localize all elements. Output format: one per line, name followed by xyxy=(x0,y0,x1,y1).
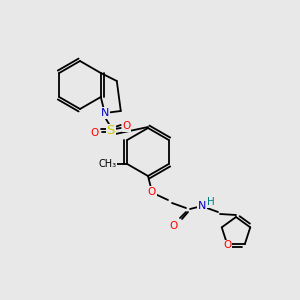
Text: CH₃: CH₃ xyxy=(98,159,116,169)
Text: O: O xyxy=(123,121,131,131)
Text: N: N xyxy=(100,108,109,118)
Text: S: S xyxy=(106,124,115,137)
Text: O: O xyxy=(170,221,178,231)
Text: O: O xyxy=(148,187,156,197)
Text: O: O xyxy=(223,240,231,250)
Text: O: O xyxy=(91,128,99,138)
Text: N: N xyxy=(198,201,206,211)
Text: H: H xyxy=(207,197,215,207)
